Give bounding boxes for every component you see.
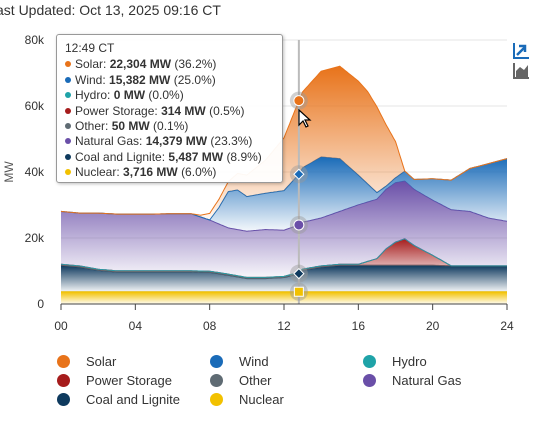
legend-dot bbox=[363, 374, 376, 387]
legend-label: Power Storage bbox=[86, 373, 172, 388]
legend-dot bbox=[210, 374, 223, 387]
tooltip-row: Coal and Lignite: 5,487 MW (8.9%) bbox=[65, 150, 274, 165]
tooltip-row: Natural Gas: 14,379 MW (23.3%) bbox=[65, 134, 274, 149]
legend-dot bbox=[210, 393, 223, 406]
legend-label: Natural Gas bbox=[392, 373, 462, 388]
tooltip-series-percent: (6.0%) bbox=[181, 165, 217, 180]
mouse-cursor-icon bbox=[298, 109, 312, 128]
tooltip-time: 12:49 CT bbox=[65, 41, 115, 55]
x-tick-label: 08 bbox=[203, 319, 217, 333]
x-tick-label: 00 bbox=[54, 319, 68, 333]
legend-label: Other bbox=[239, 373, 272, 388]
area-series-layer bbox=[60, 65, 508, 304]
x-tick-label: 20 bbox=[426, 319, 440, 333]
generation-mix-chart[interactable]: 0 20k 40k 60k 80k 00 04 08 12 16 20 24 MW bbox=[0, 0, 540, 340]
tooltip-series-value: 50 MW bbox=[111, 119, 150, 134]
tooltip-series-value: 14,379 MW bbox=[145, 134, 208, 149]
tooltip-series-percent: (25.0%) bbox=[173, 72, 216, 87]
area-nuclear bbox=[61, 291, 507, 304]
legend-label: Coal and Lignite bbox=[86, 392, 180, 407]
tooltip-row: Wind: 15,382 MW (25.0%) bbox=[65, 73, 274, 88]
tooltip-series-name: Natural Gas bbox=[75, 134, 140, 149]
legend-label: Wind bbox=[239, 354, 269, 369]
area-solar bbox=[61, 66, 507, 220]
y-tick-label: 0 bbox=[37, 297, 44, 311]
hover-point-nuclear bbox=[293, 286, 304, 297]
hover-point-solar bbox=[293, 95, 305, 107]
line-solar bbox=[60, 65, 508, 216]
y-tick-label: 60k bbox=[25, 99, 45, 113]
legend-dot bbox=[57, 355, 70, 368]
tooltip-series-percent: (0.0%) bbox=[148, 88, 184, 103]
tooltip-series-dot bbox=[65, 123, 71, 130]
y-axis-label: MW bbox=[2, 161, 16, 183]
tooltip-series-name: Coal and Lignite bbox=[75, 149, 162, 164]
legend-label: Hydro bbox=[392, 354, 427, 369]
last-updated-text: ast Updated: Oct 13, 2025 09:16 CT bbox=[0, 2, 221, 18]
tooltip-series-percent: (36.2%) bbox=[174, 57, 217, 72]
tooltip-series-percent: (8.9%) bbox=[226, 149, 262, 164]
area-natural-gas bbox=[61, 181, 507, 278]
hover-point-natural-gas bbox=[293, 219, 305, 231]
tooltip-series-name: Other bbox=[75, 119, 106, 134]
legend-dot bbox=[363, 355, 376, 368]
x-tick-label: 04 bbox=[129, 319, 143, 333]
tooltip-series-dot bbox=[65, 61, 71, 68]
tooltip-row: Nuclear: 3,716 MW (6.0%) bbox=[65, 165, 274, 180]
y-tick-label: 80k bbox=[25, 33, 45, 47]
tooltip-series-name: Wind bbox=[75, 72, 103, 87]
tooltip-series-dot bbox=[65, 76, 71, 83]
tooltip-series-percent: (23.3%) bbox=[210, 134, 253, 149]
tooltip-row: Power Storage: 314 MW (0.5%) bbox=[65, 104, 274, 119]
y-tick-label: 40k bbox=[25, 165, 45, 179]
tooltip-series-name: Hydro bbox=[75, 88, 108, 103]
tooltip-series-value: 0 MW bbox=[113, 88, 146, 103]
x-tick-label: 24 bbox=[500, 319, 514, 333]
hover-point-wind bbox=[293, 168, 305, 180]
legend-label: Nuclear bbox=[239, 392, 284, 407]
tooltip-series-percent: (0.5%) bbox=[209, 103, 245, 118]
tooltip-series-name: Nuclear bbox=[75, 165, 117, 180]
tooltip-row: Hydro: 0 MW (0.0%) bbox=[65, 88, 274, 103]
tooltip-series-value: 22,304 MW bbox=[109, 57, 172, 72]
tooltip-series-value: 314 MW bbox=[161, 103, 206, 118]
chart-tooltip: 12:49 CT Solar: 22,304 MW (36.2%) Wind: 1… bbox=[56, 34, 283, 183]
area-power-storage bbox=[61, 238, 507, 279]
tooltip-series-dot bbox=[65, 169, 71, 176]
y-tick-label: 20k bbox=[25, 231, 45, 245]
area-wind bbox=[61, 157, 507, 232]
tooltip-series-name: Solar bbox=[75, 57, 104, 72]
area-chart-toggle-icon[interactable] bbox=[513, 42, 530, 59]
legend-dot bbox=[57, 374, 70, 387]
tooltip-series-dot bbox=[65, 92, 71, 99]
x-tick-label: 16 bbox=[352, 319, 366, 333]
tooltip-series-value: 15,382 MW bbox=[109, 72, 171, 87]
hover-point-coal-and-lignite bbox=[293, 267, 305, 280]
legend-dot bbox=[57, 393, 70, 406]
tooltip-series-dot bbox=[65, 138, 71, 145]
legend-dot bbox=[210, 355, 223, 368]
tooltip-series-value: 5,487 MW bbox=[168, 149, 224, 164]
hover-marker-layer bbox=[289, 40, 308, 304]
tooltip-series-name: Power Storage bbox=[75, 103, 155, 118]
tooltip-row: Solar: 22,304 MW (36.2%) bbox=[65, 57, 274, 72]
x-tick-label: 12 bbox=[277, 319, 291, 333]
tooltip-series-percent: (0.1%) bbox=[153, 119, 189, 134]
axes: 0 20k 40k 60k 80k 00 04 08 12 16 20 24 bbox=[25, 33, 514, 333]
tooltip-series-dot bbox=[65, 107, 71, 114]
tooltip-series-value: 3,716 MW bbox=[123, 165, 178, 180]
stacked-chart-icon[interactable] bbox=[513, 62, 530, 79]
tooltip-series-dot bbox=[65, 153, 71, 160]
legend-label: Solar bbox=[86, 354, 117, 369]
tooltip-row: Other: 50 MW (0.1%) bbox=[65, 119, 274, 134]
